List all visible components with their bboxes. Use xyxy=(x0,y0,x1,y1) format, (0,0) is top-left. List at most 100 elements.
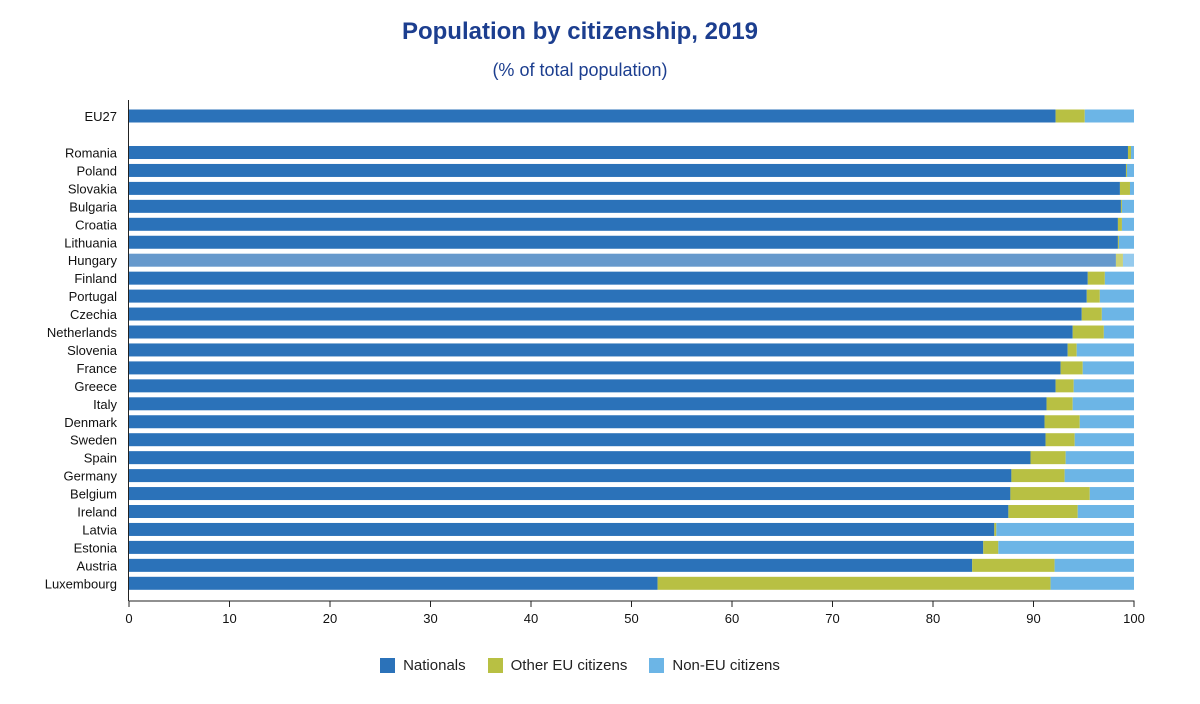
bar-czechia-non-eu-citizens[interactable] xyxy=(1101,307,1134,321)
bar-spain-nationals[interactable] xyxy=(129,451,1031,465)
bar-portugal-nationals[interactable] xyxy=(129,289,1087,303)
x-tick-label-100: 100 xyxy=(1123,611,1145,626)
bar-denmark-non-eu-citizens[interactable] xyxy=(1079,415,1134,429)
bar-finland-other-eu-citizens[interactable] xyxy=(1087,271,1105,285)
bar-greece-nationals[interactable] xyxy=(129,379,1056,393)
category-label-italy: Italy xyxy=(93,397,117,412)
bar-slovakia-nationals[interactable] xyxy=(129,181,1120,195)
bar-france-nationals[interactable] xyxy=(129,361,1061,375)
bar-croatia-nationals[interactable] xyxy=(129,217,1118,231)
bar-sweden-other-eu-citizens[interactable] xyxy=(1045,433,1075,447)
category-label-france: France xyxy=(77,361,117,376)
bar-belgium-non-eu-citizens[interactable] xyxy=(1089,487,1134,501)
bar-lithuania-other-eu-citizens[interactable] xyxy=(1117,235,1119,249)
bar-eu27-non-eu-citizens[interactable] xyxy=(1084,109,1134,123)
bar-bulgaria-other-eu-citizens[interactable] xyxy=(1120,199,1122,213)
category-label-denmark: Denmark xyxy=(64,415,117,430)
legend-label-nationals: Nationals xyxy=(403,657,466,674)
bar-greece-other-eu-citizens[interactable] xyxy=(1055,379,1074,393)
bar-hungary-nationals[interactable] xyxy=(129,253,1116,267)
bar-lithuania-non-eu-citizens[interactable] xyxy=(1118,235,1134,249)
bar-poland-other-eu-citizens[interactable] xyxy=(1125,163,1127,177)
bar-slovenia-nationals[interactable] xyxy=(129,343,1068,357)
category-label-belgium: Belgium xyxy=(70,487,117,502)
bar-czechia-other-eu-citizens[interactable] xyxy=(1081,307,1102,321)
bar-finland-nationals[interactable] xyxy=(129,271,1088,285)
bar-sweden-non-eu-citizens[interactable] xyxy=(1074,433,1134,447)
bar-netherlands-nationals[interactable] xyxy=(129,325,1073,339)
bar-estonia-non-eu-citizens[interactable] xyxy=(998,540,1134,554)
bar-austria-nationals[interactable] xyxy=(129,558,973,572)
bar-germany-non-eu-citizens[interactable] xyxy=(1064,469,1134,483)
bar-romania-other-eu-citizens[interactable] xyxy=(1127,146,1131,159)
bar-eu27-other-eu-citizens[interactable] xyxy=(1055,109,1085,123)
bar-netherlands-other-eu-citizens[interactable] xyxy=(1072,325,1104,339)
bar-luxembourg-non-eu-citizens[interactable] xyxy=(1050,576,1134,590)
bar-slovenia-non-eu-citizens[interactable] xyxy=(1076,343,1134,357)
bar-portugal-non-eu-citizens[interactable] xyxy=(1099,289,1134,303)
bar-belgium-other-eu-citizens[interactable] xyxy=(1010,487,1090,501)
bar-austria-non-eu-citizens[interactable] xyxy=(1054,558,1134,572)
bar-ireland-non-eu-citizens[interactable] xyxy=(1077,505,1134,518)
bar-italy-other-eu-citizens[interactable] xyxy=(1046,397,1073,411)
legend-swatch-non-eu xyxy=(649,658,665,673)
bar-denmark-other-eu-citizens[interactable] xyxy=(1044,415,1080,429)
legend-item-non-eu[interactable]: Non-EU citizens xyxy=(649,657,780,674)
bars-layer xyxy=(129,109,1134,590)
bar-slovenia-other-eu-citizens[interactable] xyxy=(1067,343,1077,357)
bar-croatia-non-eu-citizens[interactable] xyxy=(1121,217,1134,231)
bar-romania-non-eu-citizens[interactable] xyxy=(1130,146,1134,159)
bar-poland-nationals[interactable] xyxy=(129,163,1126,177)
bar-belgium-nationals[interactable] xyxy=(129,487,1011,501)
bar-spain-non-eu-citizens[interactable] xyxy=(1065,451,1134,465)
bar-luxembourg-nationals[interactable] xyxy=(129,576,658,590)
bar-estonia-other-eu-citizens[interactable] xyxy=(983,540,999,554)
bar-bulgaria-non-eu-citizens[interactable] xyxy=(1121,199,1134,213)
bar-ireland-other-eu-citizens[interactable] xyxy=(1008,505,1078,518)
bar-greece-non-eu-citizens[interactable] xyxy=(1073,379,1134,393)
category-label-greece: Greece xyxy=(74,379,117,394)
x-tick-label-90: 90 xyxy=(1026,611,1040,626)
x-tick-label-60: 60 xyxy=(725,611,739,626)
x-tick-label-20: 20 xyxy=(323,611,337,626)
bar-latvia-non-eu-citizens[interactable] xyxy=(996,522,1134,536)
bar-hungary-other-eu-citizens[interactable] xyxy=(1115,253,1123,267)
chart-title: Population by citizenship, 2019 xyxy=(401,18,759,45)
bar-latvia-nationals[interactable] xyxy=(129,522,995,536)
bar-luxembourg-other-eu-citizens[interactable] xyxy=(657,576,1051,590)
bar-germany-other-eu-citizens[interactable] xyxy=(1011,469,1065,483)
bar-spain-other-eu-citizens[interactable] xyxy=(1030,451,1066,465)
bar-sweden-nationals[interactable] xyxy=(129,433,1046,447)
bar-ireland-nationals[interactable] xyxy=(129,505,1009,518)
bar-netherlands-non-eu-citizens[interactable] xyxy=(1103,325,1134,339)
bar-czechia-nationals[interactable] xyxy=(129,307,1082,321)
category-label-czechia: Czechia xyxy=(70,307,118,322)
category-label-ireland: Ireland xyxy=(77,505,117,520)
bar-germany-nationals[interactable] xyxy=(129,469,1012,483)
category-label-portugal: Portugal xyxy=(69,289,118,304)
legend-item-other-eu[interactable]: Other EU citizens xyxy=(487,657,628,674)
bar-latvia-other-eu-citizens[interactable] xyxy=(994,522,997,536)
bar-france-non-eu-citizens[interactable] xyxy=(1082,361,1134,375)
legend-item-nationals[interactable]: Nationals xyxy=(380,657,466,674)
bar-italy-non-eu-citizens[interactable] xyxy=(1072,397,1134,411)
bar-finland-non-eu-citizens[interactable] xyxy=(1104,271,1134,285)
bar-croatia-other-eu-citizens[interactable] xyxy=(1117,217,1122,231)
bar-france-other-eu-citizens[interactable] xyxy=(1060,361,1083,375)
bar-estonia-nationals[interactable] xyxy=(129,540,984,554)
legend-label-non-eu: Non-EU citizens xyxy=(672,657,780,674)
bar-slovakia-non-eu-citizens[interactable] xyxy=(1129,181,1134,195)
bar-portugal-other-eu-citizens[interactable] xyxy=(1086,289,1100,303)
legend-label-other-eu: Other EU citizens xyxy=(510,657,628,674)
bar-denmark-nationals[interactable] xyxy=(129,415,1045,429)
bar-austria-other-eu-citizens[interactable] xyxy=(972,558,1055,572)
bar-slovakia-other-eu-citizens[interactable] xyxy=(1119,181,1130,195)
bar-poland-non-eu-citizens[interactable] xyxy=(1126,163,1134,177)
bar-hungary-non-eu-citizens[interactable] xyxy=(1122,253,1134,267)
bar-eu27-nationals[interactable] xyxy=(129,109,1056,123)
bar-romania-nationals[interactable] xyxy=(129,146,1128,159)
bar-lithuania-nationals[interactable] xyxy=(129,235,1118,249)
bar-italy-nationals[interactable] xyxy=(129,397,1047,411)
bar-bulgaria-nationals[interactable] xyxy=(129,199,1121,213)
